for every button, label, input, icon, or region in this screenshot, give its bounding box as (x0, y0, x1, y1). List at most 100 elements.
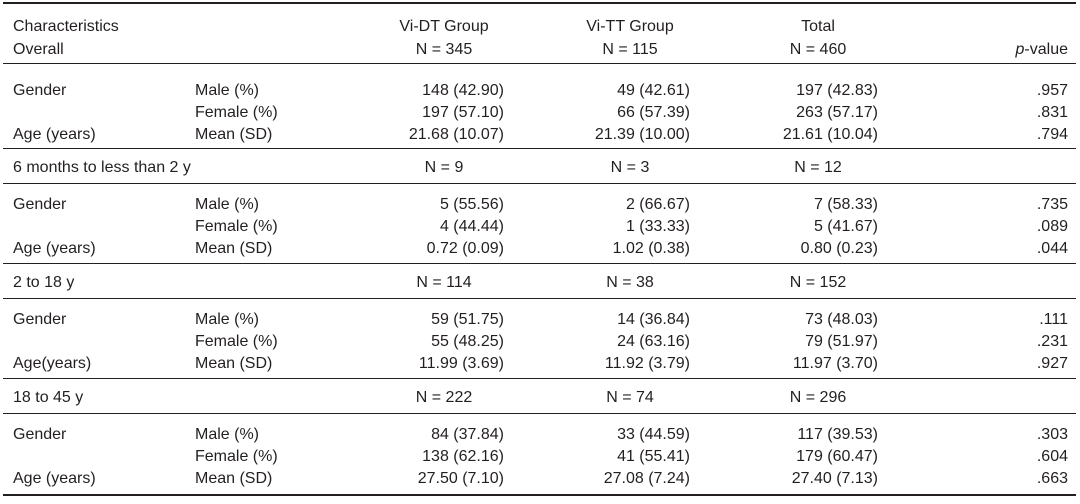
cell-vidt: 148 (42.90) (422, 82, 504, 99)
cell-p: .231 (1036, 333, 1068, 350)
cell-total: 0.80 (0.23) (800, 240, 878, 257)
section-n-vitt: N = 38 (606, 274, 654, 291)
row-measure: Male (%) (195, 426, 260, 443)
row-group: Gender (13, 311, 67, 328)
cell-p: .794 (1036, 126, 1068, 143)
row-measure: Male (%) (195, 196, 260, 213)
p-suffix: -value (1024, 41, 1068, 58)
section-rule (3, 378, 1076, 379)
cell-total: 179 (60.47) (796, 448, 878, 465)
row-measure: Female (%) (195, 104, 278, 121)
row-group: Gender (13, 82, 67, 99)
cell-vidt: 5 (55.56) (439, 196, 504, 213)
cell-vitt: 33 (44.59) (617, 426, 690, 443)
cell-total: 73 (48.03) (805, 311, 878, 328)
header-vidt-n: N = 345 (415, 41, 473, 58)
cell-p: .044 (1036, 240, 1068, 257)
row-group: Gender (13, 196, 67, 213)
cell-vitt: 41 (55.41) (617, 448, 690, 465)
cell-total: 7 (58.33) (813, 196, 878, 213)
cell-total: 5 (41.67) (813, 218, 878, 235)
cell-vidt: 55 (48.25) (431, 333, 504, 350)
cell-total: 79 (51.97) (805, 333, 878, 350)
cell-total: 263 (57.17) (796, 104, 878, 121)
section-rule (3, 183, 1076, 184)
header-rule (3, 63, 1076, 64)
row-measure: Female (%) (195, 448, 278, 465)
section-n-vidt: N = 222 (415, 389, 473, 406)
cell-vitt: 1 (33.33) (625, 218, 690, 235)
cell-p: .303 (1036, 426, 1068, 443)
cell-p: .604 (1036, 448, 1068, 465)
section-n-total: N = 12 (794, 159, 842, 176)
cell-p: .735 (1036, 196, 1068, 213)
cell-p: .663 (1036, 470, 1068, 487)
cell-vidt: 11.99 (3.69) (418, 355, 504, 372)
cell-vitt: 14 (36.84) (617, 311, 690, 328)
header-p-value: p-value (980, 40, 1068, 60)
bottom-rule (3, 494, 1076, 496)
cell-p: .111 (1039, 311, 1068, 328)
cell-vidt: 4 (44.44) (439, 218, 504, 235)
cell-p: .927 (1036, 355, 1068, 372)
cell-total: 117 (39.53) (797, 426, 878, 443)
top-rule (3, 2, 1076, 4)
row-group: Age(years) (13, 355, 92, 372)
cell-p: .831 (1036, 104, 1068, 121)
header-vitt-group: Vi-TT Group (586, 18, 674, 35)
cell-vitt: 49 (42.61) (617, 82, 690, 99)
cell-p: .089 (1036, 218, 1068, 235)
section-n-vitt: N = 3 (610, 159, 650, 176)
section-title: 2 to 18 y (13, 274, 75, 291)
cell-vidt: 84 (37.84) (431, 426, 504, 443)
section-n-vidt: N = 114 (416, 274, 472, 291)
section-rule (3, 298, 1076, 299)
cell-vidt: 197 (57.10) (422, 104, 504, 121)
section-title: 6 months to less than 2 y (13, 159, 191, 176)
cell-vitt: 2 (66.67) (625, 196, 690, 213)
section-n-total: N = 152 (789, 274, 847, 291)
cell-p: .957 (1036, 82, 1068, 99)
header-characteristics: Characteristics (13, 18, 119, 35)
header-total: Total (801, 18, 835, 35)
cell-vidt: 138 (62.16) (422, 448, 504, 465)
row-measure: Female (%) (195, 333, 278, 350)
header-total-n: N = 460 (789, 41, 847, 58)
section-rule (3, 263, 1076, 264)
p-italic: p (1015, 41, 1025, 58)
section-n-vitt: N = 74 (606, 389, 654, 406)
header-vitt-n: N = 115 (602, 41, 658, 58)
row-measure: Male (%) (195, 82, 260, 99)
row-group: Age (years) (13, 240, 96, 257)
section-n-vidt: N = 9 (424, 159, 464, 176)
row-measure: Male (%) (195, 311, 260, 328)
cell-vitt: 21.39 (10.00) (594, 126, 690, 143)
header-overall: Overall (13, 41, 64, 58)
row-measure: Mean (SD) (195, 240, 273, 257)
row-measure: Mean (SD) (195, 126, 273, 143)
cell-total: 27.40 (7.13) (791, 470, 878, 487)
cell-vitt: 11.92 (3.79) (604, 355, 690, 372)
row-measure: Mean (SD) (195, 470, 273, 487)
cell-vitt: 24 (63.16) (617, 333, 690, 350)
cell-total: 11.97 (3.70) (792, 355, 878, 372)
section-n-total: N = 296 (789, 389, 847, 406)
section-rule (3, 148, 1076, 149)
row-group: Age (years) (13, 470, 96, 487)
row-measure: Female (%) (195, 218, 278, 235)
header-vidt-group: Vi-DT Group (399, 18, 489, 35)
row-measure: Mean (SD) (195, 355, 273, 372)
row-group: Gender (13, 426, 67, 443)
section-title: 18 to 45 y (13, 389, 84, 406)
cell-vitt: 27.08 (7.24) (603, 470, 690, 487)
cell-vitt: 66 (57.39) (617, 104, 690, 121)
cell-vitt: 1.02 (0.38) (612, 240, 690, 257)
section-rule (3, 413, 1076, 414)
row-group: Age (years) (13, 126, 96, 143)
cell-total: 197 (42.83) (796, 82, 878, 99)
cell-total: 21.61 (10.04) (782, 126, 878, 143)
cell-vidt: 59 (51.75) (431, 311, 504, 328)
cell-vidt: 21.68 (10.07) (408, 126, 504, 143)
cell-vidt: 27.50 (7.10) (417, 470, 504, 487)
